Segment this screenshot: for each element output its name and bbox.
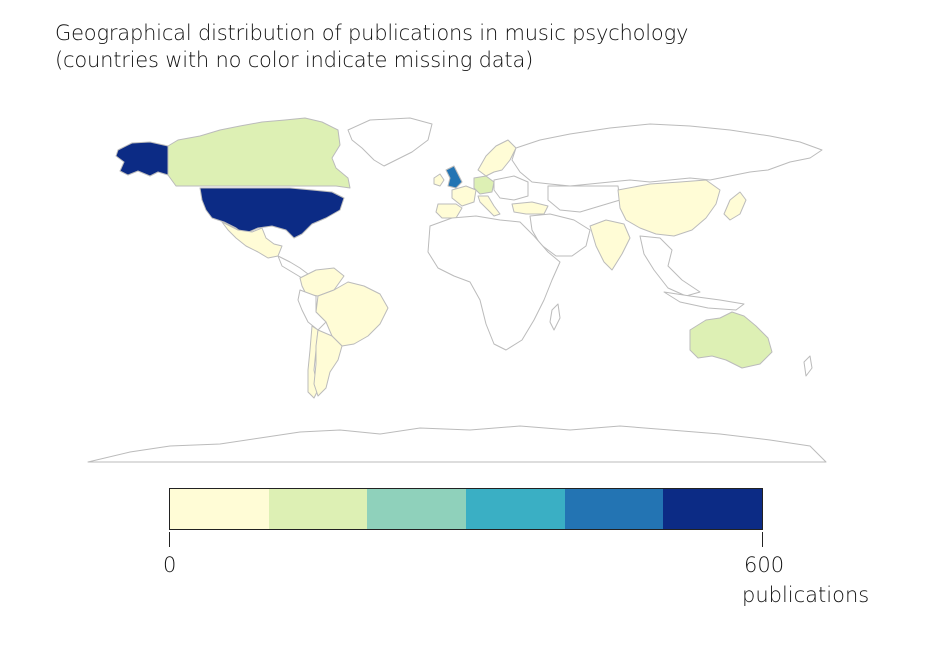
country-united-states bbox=[199, 187, 345, 239]
country-france bbox=[451, 185, 477, 207]
legend-swatch-5 bbox=[564, 489, 664, 529]
country-brazil bbox=[315, 281, 389, 347]
country-greenland bbox=[347, 117, 433, 167]
country-new-zealand bbox=[803, 355, 813, 377]
legend-color-bar bbox=[169, 488, 763, 530]
country-india bbox=[589, 219, 631, 271]
legend-unit-label: publications bbox=[742, 583, 870, 607]
country-united-kingdom bbox=[445, 165, 463, 189]
country-africa bbox=[427, 215, 561, 351]
legend-swatch-2 bbox=[268, 489, 368, 529]
country-italy bbox=[477, 195, 501, 217]
map-title: Geographical distribution of publication… bbox=[55, 20, 688, 74]
country-indonesia bbox=[663, 291, 745, 311]
country-eastern-europe bbox=[493, 175, 529, 201]
country-china bbox=[617, 179, 721, 237]
legend-min-label: 0 bbox=[163, 553, 177, 577]
country-madagascar bbox=[549, 303, 561, 331]
country-middle-east bbox=[529, 213, 591, 257]
legend-swatch-4 bbox=[466, 489, 565, 529]
country-russia bbox=[511, 123, 823, 187]
country-australia bbox=[689, 311, 773, 369]
title-line-1: Geographical distribution of publication… bbox=[55, 21, 689, 45]
country-scandinavia bbox=[477, 139, 517, 177]
country-southeast-asia bbox=[639, 235, 701, 297]
country-turkey bbox=[511, 201, 549, 215]
legend-tick-min bbox=[169, 532, 170, 547]
country-ireland bbox=[433, 173, 445, 187]
country-alaska bbox=[115, 141, 169, 177]
country-central-asia bbox=[547, 185, 621, 213]
country-mexico bbox=[221, 221, 283, 259]
country-central-america bbox=[277, 255, 309, 279]
title-line-2: (countries with no color indicate missin… bbox=[55, 48, 534, 72]
legend-swatch-6 bbox=[663, 489, 763, 529]
legend-tick-max bbox=[762, 532, 763, 547]
country-germany bbox=[473, 175, 495, 195]
country-argentina bbox=[313, 329, 343, 397]
country-spain bbox=[435, 203, 463, 219]
country-canada bbox=[167, 117, 351, 189]
legend-swatch-3 bbox=[367, 489, 467, 529]
legend-max-label: 600 bbox=[744, 553, 785, 577]
country-antarctica bbox=[87, 425, 827, 463]
legend-swatch-1 bbox=[170, 489, 269, 529]
country-japan bbox=[723, 191, 747, 221]
